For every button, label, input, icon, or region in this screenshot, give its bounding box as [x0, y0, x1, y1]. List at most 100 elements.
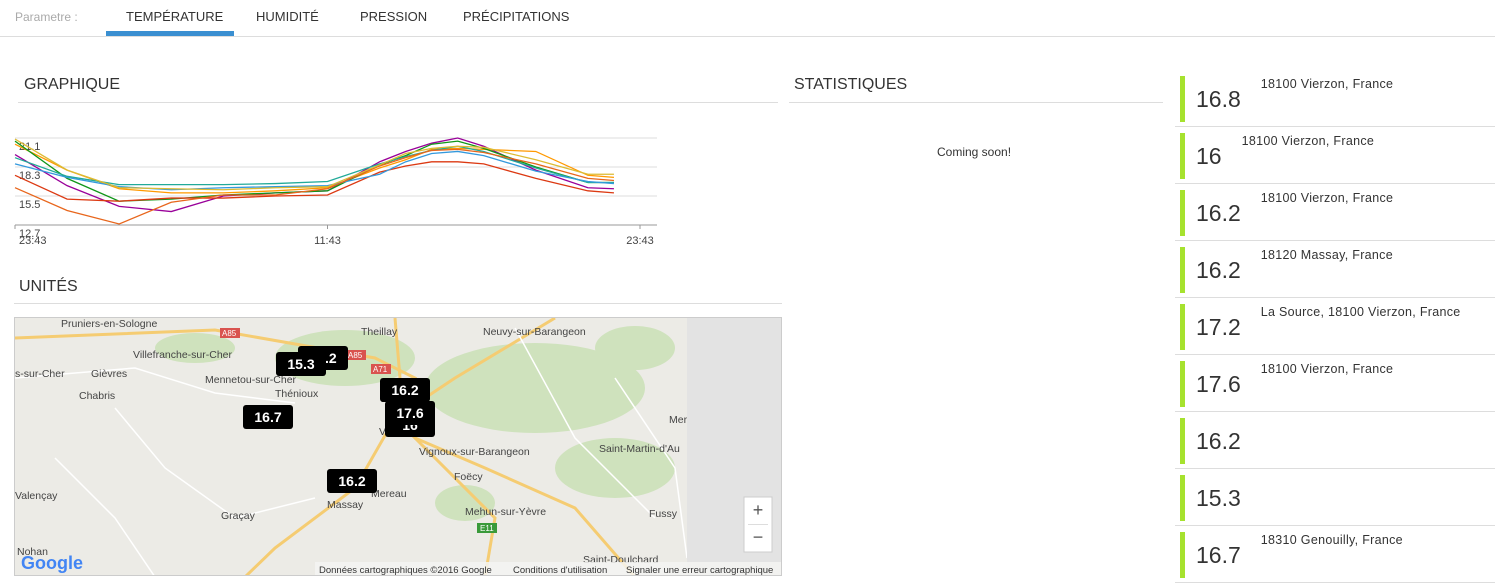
place: Mehun-sur-Yèvre — [465, 506, 546, 518]
place-labels: Pruniers-en-Sologne Theillay Neuvy-sur-B… — [15, 318, 688, 566]
y-tick-label: 18.3 — [19, 170, 40, 182]
marker — [327, 469, 377, 493]
unit-item[interactable]: 17.2 La Source, 18100 Vierzon, France — [1175, 298, 1495, 355]
status-bar — [1180, 475, 1185, 521]
unit-value: 15.3 — [1196, 485, 1241, 511]
unit-location: 18100 Vierzon, France — [1241, 134, 1375, 148]
minor-roads — [15, 327, 688, 575]
road-shield — [371, 364, 391, 374]
footer-bg — [315, 562, 781, 575]
map-footer: Données cartographiques ©2016 Google — [319, 565, 492, 576]
section-title: UNITÉS — [19, 278, 78, 295]
place: Villefranche-sur-Cher — [133, 349, 233, 361]
place: Fussy — [649, 508, 678, 520]
map[interactable]: A85 A85 A71 E11 Pruniers-en-Sologne Thei… — [14, 317, 782, 576]
road-labels: A85 A85 A71 E11 — [220, 328, 497, 533]
series-line — [14, 145, 614, 186]
section-title: STATISTIQUES — [794, 76, 908, 93]
zoom-out[interactable]: − — [753, 527, 764, 547]
map-footer[interactable]: Conditions d'utilisation — [513, 565, 607, 576]
place: Valençay — [15, 490, 58, 502]
unit-location: 18310 Genouilly, France — [1260, 533, 1403, 547]
road-label: A85 — [222, 329, 237, 338]
place: Mereau — [371, 488, 407, 500]
divider — [789, 102, 1163, 103]
place: Pruniers-en-Sologne — [61, 318, 157, 330]
unit-value: 17.2 — [1196, 314, 1241, 340]
status-bar — [1180, 247, 1185, 293]
place: Mer — [669, 414, 688, 426]
unit-value: 16.2 — [1196, 428, 1241, 454]
series-line — [14, 138, 614, 191]
unit-value: 16 — [1196, 143, 1222, 169]
series-line — [14, 140, 614, 202]
series-line — [14, 148, 615, 225]
marker-label: 16.7 — [254, 409, 281, 425]
tab[interactable]: PRESSION — [360, 9, 428, 24]
stats-note: Coming soon! — [937, 145, 1012, 159]
road-shield — [477, 523, 497, 533]
y-tick-label: 15.5 — [19, 199, 40, 211]
tab[interactable]: TEMPÉRATURE — [126, 9, 224, 24]
marker-label: 16.2 — [391, 382, 418, 398]
place: Saint-Martin-d'Au — [599, 443, 680, 455]
status-bar — [1180, 361, 1185, 407]
place: Thénioux — [275, 388, 319, 400]
status-bar — [1180, 304, 1185, 350]
series-line — [14, 143, 615, 194]
map-footer[interactable]: Signaler une erreur cartographique — [626, 565, 773, 576]
unit-location: 18120 Massay, France — [1260, 248, 1393, 262]
status-bar — [1180, 532, 1185, 578]
place: Massay — [327, 499, 364, 511]
y-tick-label: 12.7 — [19, 228, 40, 240]
place: Foëcy — [454, 471, 483, 483]
marker — [276, 352, 326, 376]
zoom-in[interactable]: + — [753, 500, 764, 520]
place: Vi — [379, 426, 388, 438]
unit-list: 16.8 18100 Vierzon, France 16 18100 Vierzon… — [1175, 70, 1495, 583]
status-bar — [1180, 190, 1185, 236]
divider — [14, 303, 782, 304]
unit-item[interactable]: 17.6 18100 Vierzon, France — [1175, 355, 1495, 412]
tab[interactable]: HUMIDITÉ — [256, 9, 319, 24]
marker — [243, 405, 293, 429]
status-bar — [1180, 133, 1185, 179]
unit-value: 16.8 — [1196, 86, 1241, 112]
marker-label: 15.3 — [287, 356, 314, 372]
markers: 16.215.316.21617.616.716.2 — [243, 346, 435, 493]
unit-item[interactable]: 16 18100 Vierzon, France — [1175, 127, 1495, 184]
road-shield — [346, 350, 366, 360]
google-logo: Google — [21, 553, 83, 573]
x-tick-label: 23:43 — [19, 235, 47, 247]
place: Gièvres — [91, 368, 127, 380]
section-title: GRAPHIQUE — [24, 76, 121, 93]
unit-location: 18100 Vierzon, France — [1260, 191, 1394, 205]
road-label: A71 — [373, 365, 388, 374]
x-tick-label: 23:43 — [626, 235, 654, 247]
marker — [385, 401, 435, 425]
unit-location: La Source, 18100 Vierzon, France — [1260, 305, 1461, 319]
unit-item[interactable]: 16.2 — [1175, 412, 1495, 469]
place: Nohan — [17, 546, 48, 558]
place: Neuvy-sur-Barangeon — [483, 326, 586, 338]
place: Mennetou-sur-Cher — [205, 374, 297, 386]
unit-location: 18100 Vierzon, France — [1260, 77, 1394, 91]
marker — [380, 378, 430, 402]
marker-label: 17.6 — [396, 405, 423, 421]
place: Graçay — [221, 510, 256, 522]
divider — [18, 102, 778, 103]
unit-item[interactable]: 16.8 18100 Vierzon, France — [1175, 70, 1495, 127]
unit-item[interactable]: 15.3 — [1175, 469, 1495, 526]
unit-value: 17.6 — [1196, 371, 1241, 397]
x-tick-label: 11:43 — [314, 235, 341, 247]
tab[interactable]: PRÉCIPITATIONS — [463, 9, 570, 24]
unit-item[interactable]: 16.2 18100 Vierzon, France — [1175, 184, 1495, 241]
unit-item[interactable]: 16.7 18310 Genouilly, France — [1175, 526, 1495, 583]
unit-item[interactable]: 16.2 18120 Massay, France — [1175, 241, 1495, 298]
active-tab-indicator — [106, 31, 234, 36]
line-chart: 12.715.518.321.123:43 11:43 23:43 — [14, 137, 657, 247]
place: Vignoux-sur-Barangeon — [419, 446, 530, 458]
road-label: E11 — [480, 524, 494, 533]
tab-bar: Parametre : TEMPÉRATURE HUMIDITÉ PRESSIO… — [0, 0, 1495, 37]
